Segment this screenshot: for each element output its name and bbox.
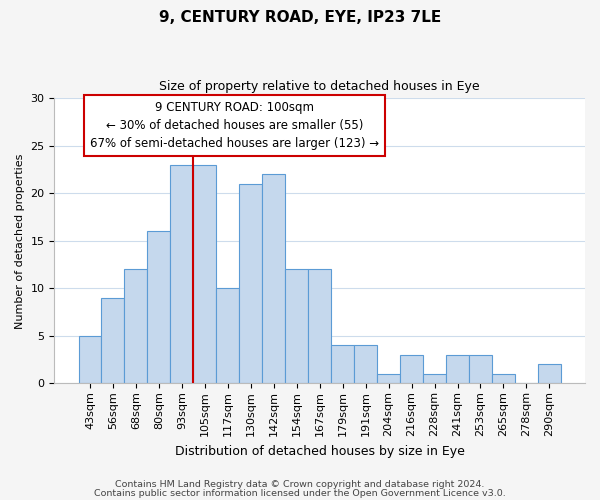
Y-axis label: Number of detached properties: Number of detached properties	[15, 153, 25, 328]
Bar	[538, 364, 561, 384]
Bar	[193, 165, 217, 384]
Bar	[423, 374, 446, 384]
Bar	[217, 288, 239, 384]
Text: 9 CENTURY ROAD: 100sqm
← 30% of detached houses are smaller (55)
67% of semi-det: 9 CENTURY ROAD: 100sqm ← 30% of detached…	[90, 101, 379, 150]
Bar	[101, 298, 124, 384]
Bar	[469, 355, 492, 384]
Text: 9, CENTURY ROAD, EYE, IP23 7LE: 9, CENTURY ROAD, EYE, IP23 7LE	[159, 10, 441, 25]
Bar	[148, 232, 170, 384]
Bar	[124, 270, 148, 384]
Bar	[308, 270, 331, 384]
Bar	[446, 355, 469, 384]
Bar	[400, 355, 423, 384]
Text: Contains HM Land Registry data © Crown copyright and database right 2024.: Contains HM Land Registry data © Crown c…	[115, 480, 485, 489]
Bar	[492, 374, 515, 384]
Bar	[377, 374, 400, 384]
Bar	[79, 336, 101, 384]
Bar	[262, 174, 285, 384]
Bar	[170, 165, 193, 384]
Bar	[239, 184, 262, 384]
Bar	[285, 270, 308, 384]
Title: Size of property relative to detached houses in Eye: Size of property relative to detached ho…	[160, 80, 480, 93]
Bar	[331, 346, 354, 384]
Bar	[354, 346, 377, 384]
Text: Contains public sector information licensed under the Open Government Licence v3: Contains public sector information licen…	[94, 488, 506, 498]
X-axis label: Distribution of detached houses by size in Eye: Distribution of detached houses by size …	[175, 444, 464, 458]
